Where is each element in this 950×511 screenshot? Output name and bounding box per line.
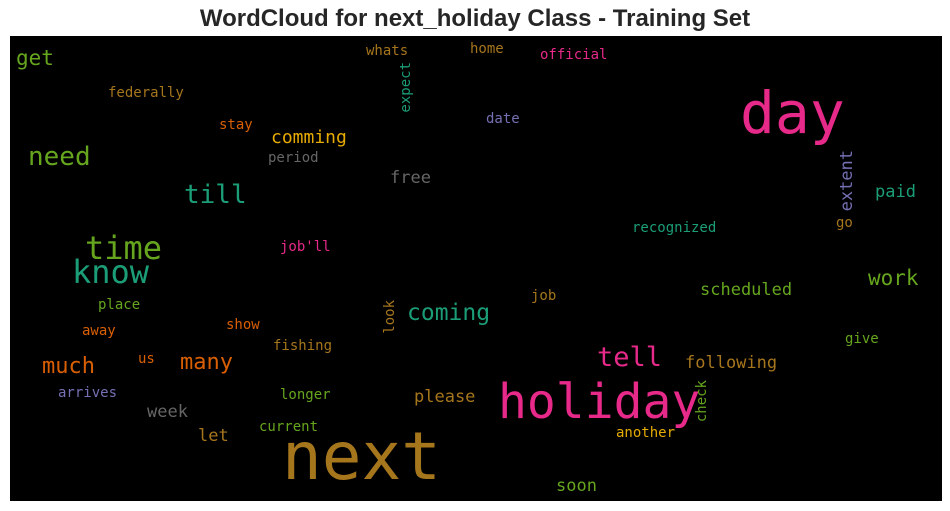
word-holiday: holiday — [498, 374, 701, 430]
word-stay: stay — [219, 117, 253, 133]
word-home: home — [470, 41, 504, 57]
word-give: give — [845, 331, 879, 347]
word-tell: tell — [597, 342, 663, 373]
word-date: date — [486, 111, 520, 127]
word-day: day — [740, 79, 845, 147]
word-paid: paid — [875, 182, 916, 202]
word-much: much — [42, 354, 95, 379]
word-job-ll: job'll — [280, 239, 331, 255]
word-place: place — [98, 297, 141, 313]
word-another: another — [616, 425, 676, 441]
word-period: period — [268, 150, 319, 166]
word-many: many — [180, 350, 233, 375]
word-free: free — [390, 168, 431, 188]
chart-title: WordCloud for next_holiday Class - Train… — [199, 5, 751, 32]
word-scheduled: scheduled — [700, 280, 793, 300]
word-please: please — [414, 387, 476, 407]
word-federally: federally — [108, 85, 184, 101]
word-let: let — [198, 426, 229, 446]
word-longer: longer — [280, 387, 331, 403]
word-expect: expect — [398, 62, 414, 113]
word-current: current — [259, 419, 319, 435]
word-time: time — [85, 229, 163, 267]
word-comming: comming — [271, 127, 347, 148]
word-extent: extent — [837, 150, 857, 212]
word-recognized: recognized — [632, 220, 717, 236]
word-show: show — [226, 317, 260, 333]
word-whats: whats — [366, 43, 409, 59]
word-job: job — [531, 288, 557, 304]
word-soon: soon — [556, 476, 597, 496]
word-following: following — [685, 353, 778, 373]
word-official: official — [540, 47, 608, 63]
word-away: away — [82, 323, 116, 339]
word-fishing: fishing — [273, 338, 333, 354]
word-look: look — [382, 300, 398, 334]
word-get: get — [16, 46, 54, 70]
word-coming: coming — [407, 300, 491, 326]
word-go: go — [836, 215, 853, 231]
word-need: need — [28, 142, 91, 172]
word-till: till — [184, 180, 247, 210]
wordcloud-canvas: next holiday day know time tell need till coming… — [10, 36, 942, 501]
word-know: know — [72, 253, 150, 291]
word-next: next — [282, 418, 441, 495]
word-check: check — [694, 380, 710, 423]
word-arrives: arrives — [58, 385, 118, 401]
word-week: week — [147, 402, 188, 422]
word-work: work — [868, 266, 919, 290]
word-us: us — [138, 351, 155, 367]
